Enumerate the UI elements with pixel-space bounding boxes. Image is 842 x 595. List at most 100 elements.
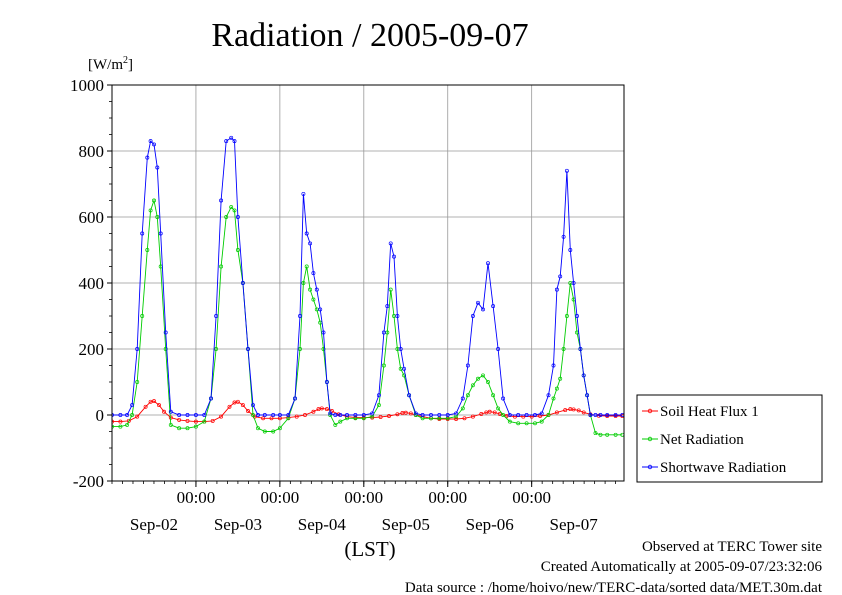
data-point-net-radiation	[476, 376, 480, 381]
data-point-shortwave-radiation	[398, 347, 403, 351]
data-point-net-radiation	[593, 431, 598, 436]
y-tick-label: 600	[79, 208, 105, 227]
data-point-shortwave-radiation	[420, 413, 425, 417]
data-point-shortwave-radiation	[229, 135, 234, 140]
data-point-shortwave-radiation	[598, 413, 603, 417]
data-point-soil-heat-flux-1	[395, 412, 400, 417]
data-point-net-radiation	[118, 424, 123, 429]
data-point-shortwave-radiation	[158, 231, 163, 236]
data-point-soil-heat-flux-1	[462, 416, 467, 421]
data-point-net-radiation	[202, 419, 207, 424]
y-unit-base: [W/m	[88, 57, 123, 73]
data-point-soil-heat-flux-1	[311, 409, 316, 414]
legend-label-net-radiation: Net Radiation	[660, 432, 744, 448]
data-point-net-radiation	[501, 413, 506, 417]
data-point-soil-heat-flux-1	[193, 419, 198, 424]
x-date-label: Sep-07	[550, 515, 599, 534]
data-point-net-radiation	[605, 432, 610, 437]
data-point-soil-heat-flux-1	[378, 415, 383, 419]
data-point-soil-heat-flux-1	[185, 418, 190, 423]
x-time-label: 00:00	[512, 488, 551, 507]
x-date-label: Sep-03	[214, 515, 262, 534]
data-point-net-radiation	[193, 424, 198, 429]
data-point-shortwave-radiation	[145, 155, 150, 160]
data-point-shortwave-radiation	[402, 366, 407, 371]
data-point-shortwave-radiation	[578, 347, 583, 351]
data-point-shortwave-radiation	[209, 396, 213, 401]
x-time-label: 00:00	[177, 488, 216, 507]
data-point-net-radiation	[491, 393, 496, 398]
data-point-net-radiation	[168, 422, 173, 427]
y-tick-label: 1000	[70, 76, 104, 95]
data-point-shortwave-radiation	[376, 393, 381, 398]
data-point-shortwave-radiation	[338, 413, 343, 417]
data-point-shortwave-radiation	[125, 413, 130, 417]
x-date-label: Sep-04	[298, 515, 347, 534]
data-point-soil-heat-flux-1	[554, 410, 559, 415]
data-point-shortwave-radiation	[486, 261, 490, 266]
y-unit-sup: 2	[123, 55, 128, 66]
data-point-shortwave-radiation	[155, 165, 160, 170]
data-point-net-radiation	[235, 248, 240, 252]
data-point-net-radiation	[152, 198, 156, 203]
data-point-shortwave-radiation	[551, 363, 556, 368]
x-date-label: Sep-02	[130, 515, 178, 534]
data-point-shortwave-radiation	[588, 413, 593, 417]
data-point-shortwave-radiation	[240, 281, 245, 285]
chart-title: Radiation / 2005-09-07	[211, 17, 528, 54]
data-point-net-radiation	[613, 432, 618, 437]
data-point-shortwave-radiation	[193, 413, 198, 417]
data-point-shortwave-radiation	[298, 314, 302, 318]
data-point-shortwave-radiation	[246, 347, 250, 351]
data-point-shortwave-radiation	[491, 304, 496, 309]
data-point-shortwave-radiation	[345, 413, 349, 417]
y-tick-label: 200	[79, 340, 105, 359]
data-point-shortwave-radiation	[429, 413, 433, 417]
data-point-soil-heat-flux-1	[227, 404, 232, 409]
data-point-net-radiation	[381, 363, 386, 368]
data-point-shortwave-radiation	[324, 380, 329, 384]
data-point-shortwave-radiation	[454, 411, 459, 416]
data-point-shortwave-radiation	[507, 413, 512, 417]
y-tick-labels: -200 0 200 400 600 800 1000	[70, 76, 104, 491]
data-point-soil-heat-flux-1	[235, 399, 240, 404]
data-point-net-radiation	[256, 426, 260, 431]
data-point-shortwave-radiation	[392, 254, 396, 259]
data-point-net-radiation	[558, 376, 563, 381]
data-point-shortwave-radiation	[385, 304, 390, 309]
y-tick-label: 400	[79, 274, 105, 293]
data-point-shortwave-radiation	[370, 411, 375, 416]
x-time-label: 00:00	[261, 488, 300, 507]
data-point-soil-heat-flux-1	[403, 410, 408, 415]
data-point-shortwave-radiation	[516, 413, 521, 417]
y-tick-label: 800	[79, 142, 105, 161]
data-point-net-radiation	[301, 281, 306, 285]
data-point-net-radiation	[524, 421, 529, 426]
data-point-net-radiation	[125, 422, 130, 427]
series-layer	[112, 135, 624, 437]
data-point-shortwave-radiation	[593, 413, 598, 417]
data-point-net-radiation	[561, 347, 566, 351]
data-point-net-radiation	[496, 406, 501, 411]
data-point-soil-heat-flux-1	[563, 408, 568, 413]
data-point-net-radiation	[219, 264, 224, 269]
data-point-net-radiation	[333, 422, 338, 427]
data-point-net-radiation	[481, 373, 485, 378]
data-point-shortwave-radiation	[286, 413, 291, 417]
data-point-soil-heat-flux-1	[479, 412, 484, 416]
data-point-net-radiation	[338, 419, 343, 424]
data-point-shortwave-radiation	[304, 231, 309, 236]
data-point-net-radiation	[271, 429, 276, 434]
data-point-shortwave-radiation	[152, 142, 156, 147]
data-point-shortwave-radiation	[219, 198, 224, 203]
data-point-soil-heat-flux-1	[581, 410, 586, 415]
data-point-shortwave-radiation	[301, 191, 306, 196]
data-point-shortwave-radiation	[262, 413, 267, 417]
data-point-net-radiation	[177, 426, 182, 431]
data-point-soil-heat-flux-1	[319, 406, 324, 411]
data-point-shortwave-radiation	[561, 234, 566, 239]
data-point-soil-heat-flux-1	[487, 409, 492, 414]
data-point-shortwave-radiation	[568, 248, 573, 252]
data-point-shortwave-radiation	[388, 241, 393, 246]
data-point-shortwave-radiation	[539, 411, 544, 416]
